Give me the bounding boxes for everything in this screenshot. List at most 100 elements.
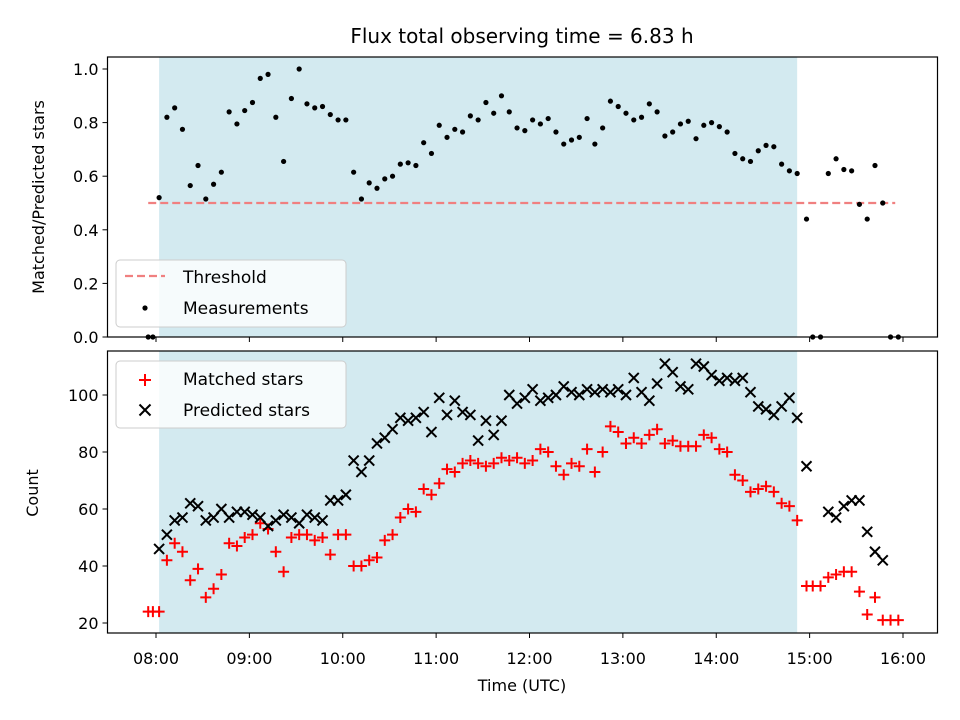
matched-star-point: [511, 452, 523, 464]
measurement-point: [366, 180, 372, 186]
matched-star-point: [324, 549, 336, 561]
matched-star-point: [200, 591, 212, 603]
predicted-star-point: [612, 383, 624, 396]
measurement-point: [701, 122, 707, 128]
measurement-point: [281, 158, 287, 165]
matched-star-point: [394, 512, 406, 524]
matched-star-point: [776, 497, 788, 509]
measurement-point: [273, 114, 279, 120]
predicted-star-point: [558, 380, 570, 393]
predicted-star-point: [729, 375, 741, 387]
matched-star-point: [184, 574, 196, 586]
matched-star-point: [480, 460, 492, 472]
matched-star-point: [472, 457, 484, 469]
measurement-point: [257, 75, 263, 81]
predicted-star-point: [246, 508, 259, 521]
measurement-point: [693, 136, 699, 142]
measurement-point: [335, 117, 341, 123]
predicted-star-point: [464, 409, 477, 421]
bottom-y-tick-label: 20: [78, 614, 98, 633]
predicted-star-point: [643, 394, 656, 407]
measurement-point: [607, 98, 614, 104]
measurement-point: [615, 103, 621, 110]
matched-star-point: [729, 469, 741, 481]
matched-star-point: [231, 540, 243, 552]
predicted-star-point: [620, 389, 632, 401]
predicted-star-point: [526, 383, 539, 396]
measurement-point: [428, 150, 435, 157]
measurement-point: [530, 117, 536, 123]
predicted-star-point: [682, 383, 694, 396]
bottom-y-tick-label: 60: [78, 500, 98, 519]
measurement-point: [732, 150, 738, 157]
measurement-point: [677, 121, 684, 127]
matched-star-point: [208, 583, 220, 595]
predicted-star-point: [363, 454, 375, 467]
matched-star-point: [239, 532, 251, 543]
measurement-point: [249, 99, 256, 106]
matched-star-point: [791, 514, 803, 526]
bottom-x-axis: 08:00 09:00 10:00 11:00 12:00 13:00 14:00 15:00…: [133, 633, 926, 668]
measurement-point: [187, 182, 193, 189]
x-axis-label: Time (UTC): [477, 676, 566, 695]
measurement-point: [156, 195, 162, 201]
predicted-star-point: [589, 386, 601, 398]
measurement-point: [708, 120, 715, 126]
predicted-star-point: [200, 514, 212, 527]
matched-star-point: [846, 566, 858, 578]
measurement-point: [195, 162, 201, 169]
bottom-panel: 20 40 60 80 100 08:00 09:00 10:00 11:00 12:00 13:…: [23, 350, 939, 695]
predicted-star-point: [277, 508, 290, 521]
matched-star-point: [441, 463, 453, 475]
predicted-star-point: [791, 412, 803, 424]
measurement-point: [724, 129, 730, 135]
measurement-point: [771, 144, 777, 150]
matched-legend-swatch: [139, 374, 151, 386]
predicted-star-point: [262, 520, 274, 532]
predicted-star-point: [355, 466, 368, 478]
predicted-star-point: [394, 412, 407, 424]
matched-star-point: [371, 551, 383, 563]
matched-star-point: [449, 466, 461, 478]
measurement-point: [576, 134, 582, 140]
measurement-point: [568, 137, 575, 143]
matched-star-point: [566, 457, 578, 469]
matched-star-point: [161, 554, 173, 566]
predicted-star-point: [410, 412, 422, 424]
measurement-point: [803, 216, 810, 222]
measurement-point: [537, 121, 543, 127]
matched-star-point: [853, 586, 865, 598]
matched-star-point: [721, 446, 733, 458]
predicted-star-point: [238, 506, 251, 518]
matched-star-point: [620, 437, 632, 449]
measurement-point: [444, 134, 450, 140]
predicted-star-point: [270, 514, 282, 527]
matched-star-point: [597, 446, 609, 458]
matched-star-point: [215, 569, 227, 581]
matched-star-point: [760, 480, 772, 492]
x-tick-label: 12:00: [506, 649, 552, 668]
bottom-y-tick-label: 80: [78, 443, 98, 462]
predicted-star-point: [495, 414, 508, 427]
measurement-point: [351, 169, 357, 175]
measurement-point: [304, 101, 310, 107]
predicted-star-point: [674, 380, 687, 393]
measurement-point: [654, 109, 660, 115]
measurement-point: [242, 107, 248, 114]
measurement-point: [389, 173, 396, 179]
predicted-star-point: [822, 506, 835, 518]
matched-star-point: [822, 571, 834, 583]
measurement-point: [382, 176, 388, 182]
matched-star-point: [713, 443, 725, 455]
matched-star-point: [628, 432, 640, 444]
matched-star-point: [503, 455, 515, 467]
x-tick-label: 15:00: [787, 649, 833, 668]
predicted-star-point: [838, 500, 850, 512]
predicted-star-point: [800, 460, 813, 472]
top-legend: Threshold Measurements: [115, 259, 347, 328]
measurement-point: [491, 110, 497, 116]
top-y-tick-label: 0.4: [73, 221, 98, 240]
measurement-point: [592, 141, 598, 147]
bottom-legend: Matched stars Predicted stars: [115, 360, 347, 429]
matched-star-point: [558, 469, 570, 481]
